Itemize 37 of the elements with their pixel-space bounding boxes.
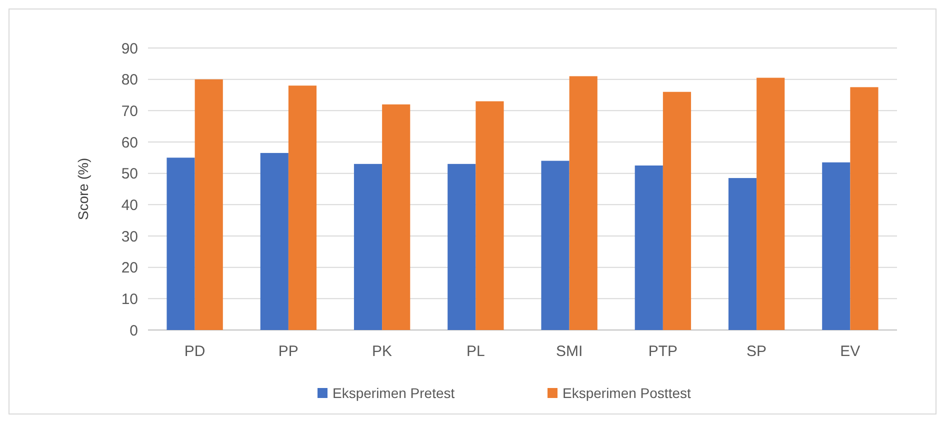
bar [850,87,878,330]
y-tick-label: 90 [121,40,138,58]
x-tick-label: SMI [556,343,583,360]
legend-label: Eksperimen Posttest [562,384,691,401]
y-tick-label: 20 [121,260,138,277]
y-tick-label: 60 [121,134,138,152]
x-tick-label: PTP [648,343,678,360]
x-tick-label: PL [466,343,485,360]
bar [354,164,382,330]
bar [260,152,288,330]
x-tick-label: PD [184,343,206,360]
y-axis-title: Score (%) [75,158,91,220]
bar [822,162,850,330]
y-tick-label: 50 [121,166,138,183]
bar [476,101,504,330]
bar [541,160,570,330]
x-tick-label: PP [278,343,298,360]
y-tick-label: 40 [121,196,138,214]
bar [288,86,317,330]
legend-label: Eksperimen Pretest [332,384,455,401]
y-tick-label: 80 [121,72,138,89]
bar [662,92,692,330]
bar [194,79,223,330]
y-tick-label: 10 [121,290,138,308]
bar [569,76,598,330]
y-tick-label: 30 [121,228,138,246]
bar [448,164,476,330]
bar [166,158,195,330]
y-tick-label: 70 [121,102,138,120]
bar [382,104,410,330]
bar [728,178,757,330]
x-tick-label: SP [746,343,767,360]
x-tick-label: PK [372,343,392,360]
bar [756,78,785,330]
bar [634,166,663,330]
x-tick-label: EV [840,343,860,360]
y-tick-label: 0 [130,322,138,340]
